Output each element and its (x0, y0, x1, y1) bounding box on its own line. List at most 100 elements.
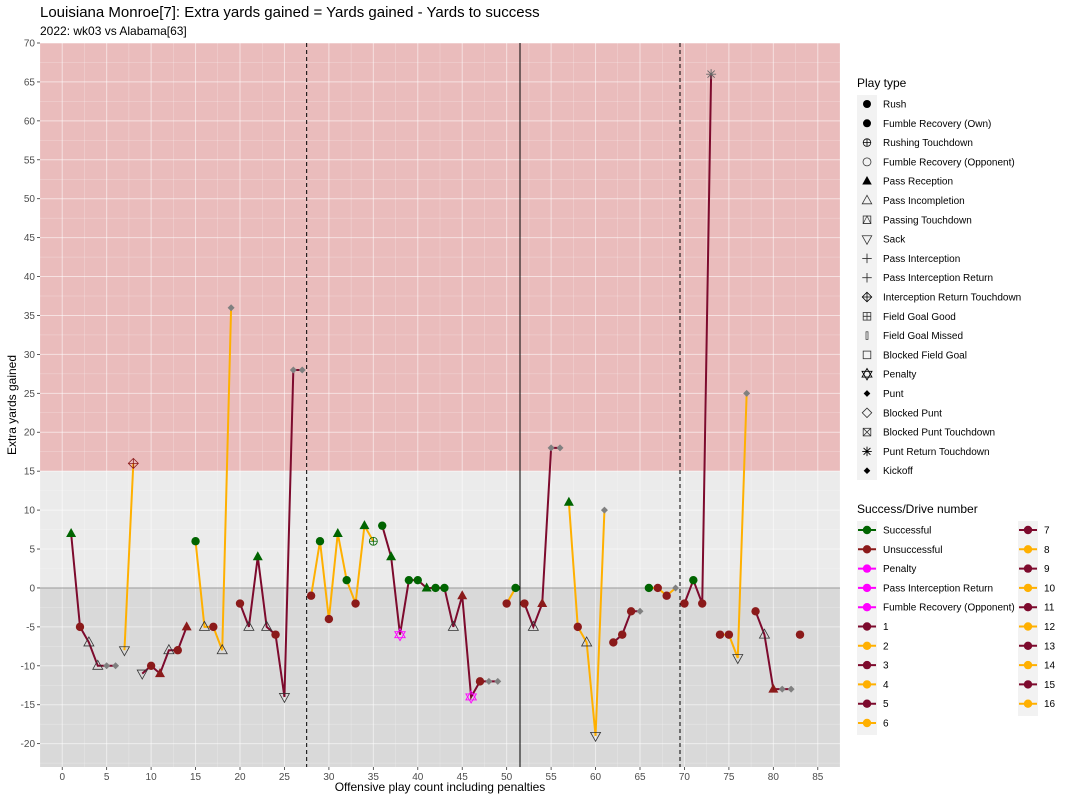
legend-item: Interception Return Touchdown (861, 291, 1021, 304)
marker-shape (511, 583, 520, 593)
data-point (636, 607, 644, 615)
marker-shape (485, 677, 493, 685)
marker-shape (698, 599, 707, 608)
marker-shape (863, 138, 871, 147)
data-point (289, 366, 297, 374)
legend-label: Fumble Recovery (Own) (883, 119, 991, 130)
legend-dot (1023, 699, 1033, 708)
data-point (181, 621, 192, 631)
marker-shape (861, 291, 873, 303)
marker-shape (865, 331, 869, 340)
marker-shape (626, 607, 636, 616)
data-point (404, 575, 414, 585)
marker-shape (146, 661, 156, 670)
legend-label: 15 (1044, 680, 1056, 691)
marker-shape (191, 537, 200, 546)
background-band-1 (40, 471, 840, 588)
marker-shape (260, 620, 273, 631)
grid-lines (39, 42, 841, 767)
data-point (715, 630, 725, 639)
legend-label: Passing Touchdown (883, 215, 972, 226)
legend-item: Rushing Touchdown (862, 138, 973, 149)
marker-shape (715, 630, 725, 639)
y-tick-label: -10 (21, 661, 36, 672)
data-point (66, 527, 77, 537)
y-tick-label: 65 (24, 77, 36, 88)
legend-label: Fumble Recovery (Opponent) (883, 157, 1015, 168)
data-point (520, 599, 529, 608)
marker-shape (243, 620, 255, 631)
y-tick-label: -5 (26, 622, 35, 633)
data-point (609, 638, 618, 647)
marker-shape (252, 551, 263, 561)
data-point (136, 669, 148, 680)
x-tick-label: 0 (59, 772, 65, 783)
data-point (378, 521, 387, 530)
legend-item: 1 (858, 622, 889, 633)
data-markers (66, 69, 805, 743)
legend-item: 11 (1019, 603, 1055, 614)
y-tick-label: 50 (24, 194, 36, 205)
x-tick-label: 25 (279, 772, 291, 783)
data-point (653, 583, 662, 593)
marker-shape (706, 69, 717, 80)
marker-shape (795, 630, 805, 639)
data-point (475, 677, 485, 686)
data-point (127, 457, 139, 469)
marker-shape (118, 646, 131, 657)
legend-title: Success/Drive number (857, 502, 978, 516)
legend-dot (1023, 583, 1033, 593)
legend-dot (1023, 660, 1033, 670)
y-tick-label: 60 (24, 116, 36, 127)
marker-shape (378, 521, 387, 530)
legend-label: 16 (1044, 699, 1056, 710)
legend-label: Blocked Field Goal (883, 350, 967, 361)
data-point (511, 583, 520, 593)
legend-item: 7 (1019, 526, 1050, 537)
legend-label: 1 (883, 622, 889, 633)
marker-shape (862, 253, 872, 264)
marker-shape (861, 407, 873, 419)
marker-shape (863, 100, 871, 108)
data-point (146, 661, 156, 670)
marker-shape (589, 731, 602, 743)
y-tick-label: 45 (24, 233, 36, 244)
legend-key-bg (857, 95, 877, 480)
data-point (724, 630, 734, 639)
y-tick-label: 5 (29, 545, 35, 556)
chart-subtitle: 2022: wk03 vs Alabama[63] (40, 24, 187, 38)
marker-shape (861, 235, 873, 246)
legend-label: Field Goal Good (883, 312, 956, 323)
marker-shape (112, 662, 120, 670)
data-point (465, 690, 478, 704)
marker-shape (494, 677, 502, 685)
data-point (751, 607, 760, 616)
x-axis-title: Offensive play count including penalties (335, 780, 546, 794)
legend-key-bg (1018, 521, 1038, 716)
marker-shape (527, 620, 540, 631)
data-point (589, 731, 602, 743)
legend-item: Sack (861, 235, 906, 246)
marker-shape (862, 446, 872, 457)
marker-shape (271, 630, 280, 639)
x-tick-label: 45 (457, 772, 469, 783)
data-point (672, 584, 680, 592)
data-point (732, 654, 744, 665)
legend-dot (1023, 545, 1033, 554)
legend-label: Sack (883, 235, 906, 246)
legend-label: Kickoff (883, 466, 913, 477)
y-tick-label: 20 (24, 428, 36, 439)
x-tick-label: 65 (634, 772, 646, 783)
legend-label: 13 (1044, 641, 1056, 652)
x-tick-label: 85 (812, 772, 824, 783)
x-tick-label: 60 (590, 772, 602, 783)
legend-label: Pass Interception (883, 254, 960, 265)
legend-label: 8 (1044, 545, 1050, 556)
legend-label: Pass Incompletion (883, 196, 965, 207)
legend-label: 4 (883, 680, 889, 691)
marker-shape (209, 622, 218, 632)
data-point (527, 620, 540, 631)
legend-item: 12 (1019, 622, 1056, 633)
legend-label: 9 (1044, 564, 1050, 575)
marker-shape (278, 693, 291, 704)
